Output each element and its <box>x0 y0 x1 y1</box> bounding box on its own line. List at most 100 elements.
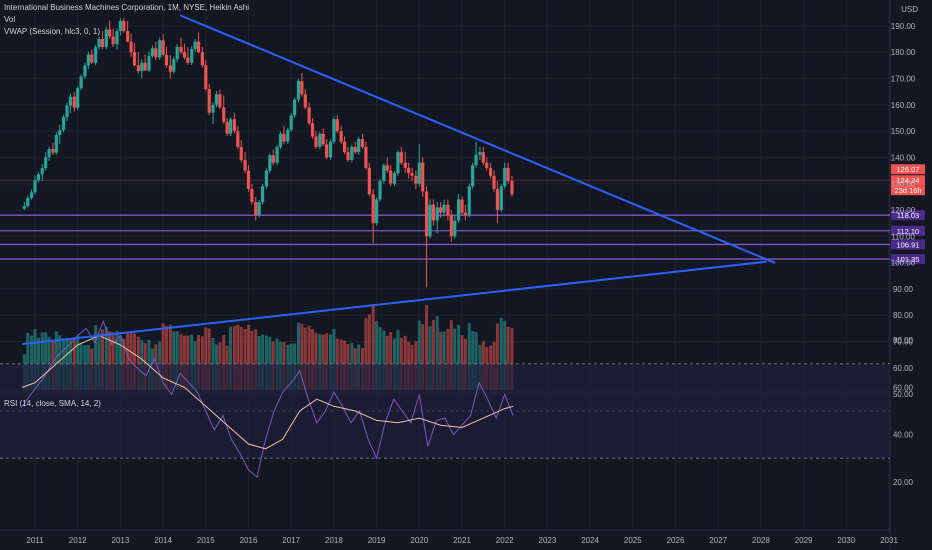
candle-body <box>94 47 98 63</box>
candle-body <box>456 199 461 221</box>
volume-bar <box>332 329 336 390</box>
volume-bar <box>175 331 179 390</box>
candle-body <box>154 48 158 58</box>
vwap-legend: VWAP (Session, hlc3, 0, 1) <box>4 27 101 36</box>
candle-body <box>29 192 34 198</box>
chart-title: International Business Machines Corporat… <box>4 3 250 12</box>
volume-bar <box>325 333 329 390</box>
volume-legend: Vol <box>4 15 16 24</box>
candle-body <box>293 99 297 116</box>
x-tick-label: 2026 <box>667 536 685 545</box>
candle-body <box>147 55 151 71</box>
candle-body <box>47 148 51 158</box>
candle-body <box>126 31 130 42</box>
x-tick-label: 2017 <box>282 536 300 545</box>
candle-body <box>115 31 119 45</box>
candle-body <box>164 54 169 66</box>
volume-bar <box>165 326 169 390</box>
volume-bar <box>371 305 375 390</box>
volume-bar <box>104 326 108 390</box>
volume-bar <box>385 335 389 390</box>
volume-bar <box>425 305 429 390</box>
candle-body <box>350 146 354 161</box>
x-tick-label: 2016 <box>240 536 258 545</box>
rsi-tick-label: 40.00 <box>893 431 914 440</box>
candle-body <box>182 52 187 58</box>
price-tick-label: 120.00 <box>891 206 916 215</box>
candle-body <box>122 20 126 32</box>
volume-bar <box>499 317 503 390</box>
level-tag <box>891 210 925 221</box>
candle-body <box>257 202 261 216</box>
volume-bar <box>364 318 368 390</box>
level-tag-label: 106.91 <box>897 240 920 249</box>
volume-bar <box>239 326 243 390</box>
candle-body <box>303 94 307 108</box>
candle-body <box>435 207 439 221</box>
candle-body <box>161 40 165 55</box>
candle-body <box>90 54 94 63</box>
volume-bar <box>449 320 453 390</box>
rsi-ma-line <box>22 334 514 450</box>
candle-body <box>510 181 514 195</box>
candle-body <box>175 46 179 60</box>
volume-bar <box>136 336 140 390</box>
candle-body <box>232 119 237 132</box>
candle-body <box>143 62 147 71</box>
volume-bar <box>161 323 165 390</box>
volume-bar <box>321 334 325 390</box>
candle-body <box>158 40 162 58</box>
candle-body <box>211 104 215 113</box>
volume-bar <box>307 325 311 390</box>
volume-bar <box>232 326 236 390</box>
candle-body <box>332 119 336 142</box>
candle-body <box>371 194 375 224</box>
candle-body <box>214 94 219 105</box>
volume-bar <box>179 333 183 390</box>
level-tag-label: 101.35 <box>897 255 920 264</box>
candle-body <box>218 94 222 108</box>
level-tag <box>891 254 925 265</box>
trendline <box>179 14 776 264</box>
candle-body <box>385 165 389 171</box>
volume-bar <box>54 331 58 390</box>
x-tick-label: 2027 <box>709 536 727 545</box>
candle-body <box>503 167 507 187</box>
x-tick-label: 2025 <box>624 536 642 545</box>
volume-bar <box>396 329 400 390</box>
volume-bar <box>300 323 304 390</box>
price-tick-label: 190.00 <box>891 22 916 31</box>
candle-body <box>463 212 468 216</box>
volume-bar <box>26 332 30 390</box>
volume-bar <box>453 328 457 390</box>
volume-bar <box>40 332 44 390</box>
candle-body <box>460 199 464 213</box>
candle-body <box>414 175 418 184</box>
candle-body <box>200 52 204 66</box>
candle-body <box>168 65 172 72</box>
volume-bar <box>76 336 80 390</box>
level-tag-label: 112.10 <box>897 227 919 236</box>
volume-bar <box>264 335 268 390</box>
candle-body <box>68 96 73 106</box>
candle-body <box>431 204 435 221</box>
candle-body <box>421 162 425 192</box>
candle-body <box>396 152 400 174</box>
candle-body <box>186 57 190 63</box>
candle-body <box>364 146 368 168</box>
volume-bar <box>471 331 475 390</box>
volume-bar <box>250 330 254 390</box>
candle-body <box>193 41 197 50</box>
candle-body <box>111 36 115 45</box>
candle-body <box>118 20 122 32</box>
candle-body <box>353 146 357 153</box>
volume-bar <box>375 321 379 390</box>
candle-body <box>389 170 393 184</box>
volume-bar <box>254 329 258 390</box>
candle-body <box>282 133 286 142</box>
candle-body <box>250 188 254 203</box>
volume-bar <box>108 331 112 390</box>
candle-body <box>140 62 144 72</box>
volume-bar <box>126 333 130 390</box>
